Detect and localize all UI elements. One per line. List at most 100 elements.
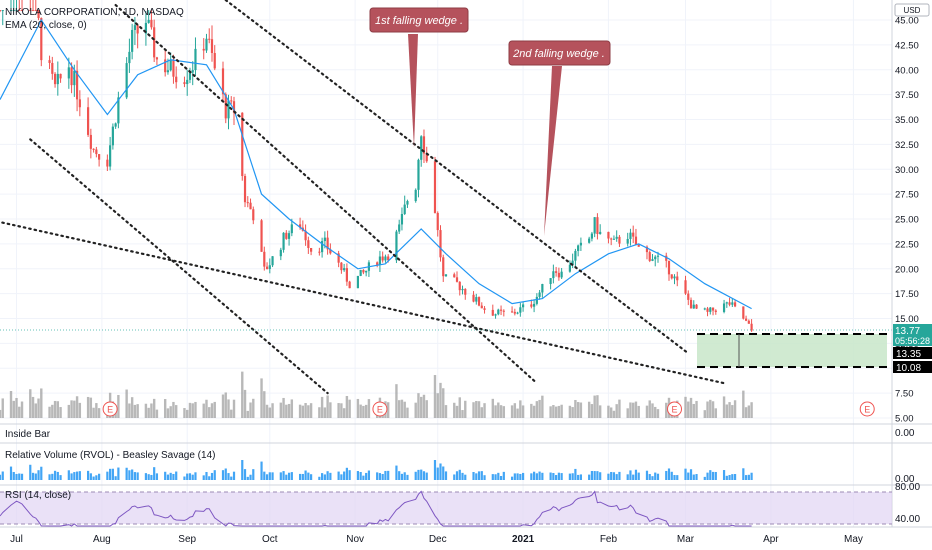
rvol-bar [73,472,76,480]
candle-body [744,318,748,321]
rvol-bar [117,467,120,480]
candle-body [615,236,618,239]
rvol-bar [12,471,15,480]
price-tick-label: 22.50 [895,239,919,250]
rsi-line [0,490,752,527]
volume-bar [298,404,302,418]
volume-bar [73,400,76,418]
candle-body [750,323,753,331]
callout-2-box [508,40,611,66]
candle-body [70,67,73,86]
volume-bar [535,401,539,418]
candle-body [172,60,175,77]
volume-bar [95,403,98,418]
candle-body [555,271,558,273]
time-label: 2021 [512,534,535,545]
rvol-bar [227,473,230,480]
candle-body [232,101,236,113]
candle-body [596,217,599,234]
candle-body [378,256,382,265]
candle-body [510,311,514,313]
trendlines [0,0,726,395]
volume-bar [0,409,2,418]
earnings-icon[interactable] [667,401,683,417]
candle-body [588,238,591,243]
candle-body [417,159,420,190]
candle-body [252,209,255,221]
candle-body [637,244,640,247]
earnings-icon[interactable] [102,401,118,417]
earnings-icon[interactable] [859,401,875,417]
volume-bar [356,398,360,418]
rvol-bar [111,468,114,480]
time-axis[interactable]: Jul Aug Sep Oct Nov Dec 2021 Feb Mar Apr May [10,534,863,545]
rvol-bar [147,474,150,480]
candle-body [530,304,533,307]
measure-zone[interactable] [697,333,887,368]
svg-text:13.35: 13.35 [896,349,921,360]
candle-body [444,274,448,277]
volume-bar [587,401,591,418]
volume-bar [29,389,32,418]
rvol-bar [136,472,139,480]
volume-bar [260,378,263,418]
rvol-bar [114,476,117,480]
volume-bar [194,401,197,418]
rvol-bar [18,473,21,480]
candle-body [18,10,21,12]
annotation-2nd-wedge[interactable]: 2nd falling wedge . [508,40,611,236]
rvol-bar [549,472,552,480]
rvol-bar [714,471,717,480]
time-label: Sep [178,534,196,545]
rvol-bar [387,470,390,480]
rvol-bar [188,473,192,480]
volume-bar [687,401,690,418]
candle-body [298,224,302,228]
candle-body [706,308,709,312]
candle-body [483,308,486,310]
rvol-bar [34,473,37,480]
volume-bar [414,402,417,418]
rvol-bar [464,474,467,480]
rvol-bar [665,470,668,480]
rvol-bar [497,472,500,480]
volume-bar [637,405,640,418]
price-tick-label: 17.50 [895,289,919,300]
volume-bar [59,407,62,418]
trendline[interactable] [0,219,726,385]
rvol-bar [398,471,401,480]
rvol-bar [20,473,24,480]
volume-bar [494,405,497,418]
currency-box[interactable] [894,3,930,17]
callout-2-text: 2nd falling wedge . [512,48,605,60]
callout-2-pointer [544,66,562,236]
candle-body [153,27,156,58]
candle-body [241,112,244,177]
rvol-bar [78,471,81,480]
candle-body [439,230,442,258]
candle-body [75,70,79,100]
trendline[interactable] [224,0,690,355]
time-label: Oct [262,534,278,545]
trendline[interactable] [114,3,538,385]
rvol-bar [309,474,313,480]
rvol-bar [513,473,516,480]
volume-bar [461,410,464,418]
earnings-icon[interactable] [372,401,388,417]
rvol-bar [367,470,371,480]
symbol-title: NIKOLA CORPORATION, 1D, NASDAQ [5,7,184,18]
rvol-bar [98,473,101,480]
candle-body [56,73,59,85]
candle-body [742,306,745,319]
annotation-1st-wedge[interactable]: 1st falling wedge . [369,7,469,148]
candle-body [590,233,594,239]
volume-bar [560,404,563,418]
candle-body [711,307,715,311]
candle-body [78,99,81,108]
rvol-bar [89,473,92,480]
volume-bar [117,394,120,418]
volume-bar [403,401,406,418]
volume-bar [53,400,57,418]
candle-body [343,268,346,271]
trendline[interactable] [29,138,329,395]
